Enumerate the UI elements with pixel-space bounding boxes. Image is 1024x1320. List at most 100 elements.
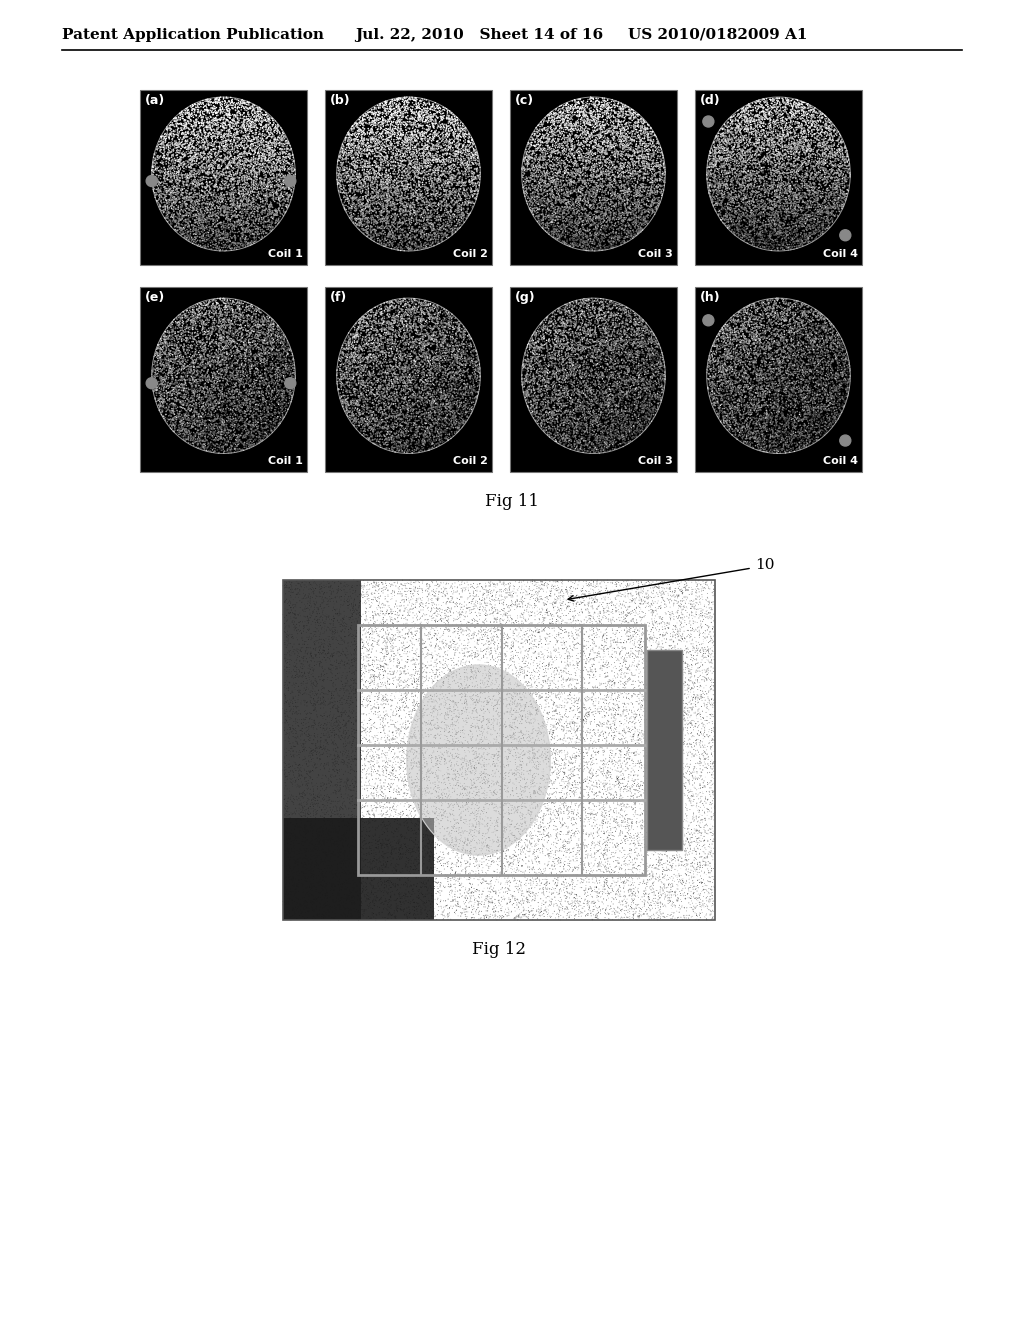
Point [422,624,438,645]
Point [521,339,538,360]
Point [598,371,614,392]
Point [346,133,362,154]
Point [473,648,489,669]
Point [693,871,710,892]
Point [597,412,613,433]
Point [572,414,589,436]
Point [521,606,538,627]
Point [468,779,484,800]
Point [566,181,583,202]
Point [164,140,180,161]
Point [730,334,746,355]
Point [740,170,757,191]
Point [563,842,580,863]
Point [232,440,249,461]
Point [387,667,403,688]
Point [710,136,726,157]
Point [550,395,566,416]
Point [216,117,232,139]
Point [312,697,329,718]
Point [547,172,563,193]
Point [274,389,291,411]
Point [230,339,247,360]
Point [329,899,345,920]
Point [148,391,165,412]
Point [764,347,780,368]
Point [549,818,565,840]
Point [572,154,589,176]
Point [628,623,644,644]
Point [774,323,791,345]
Point [202,385,218,407]
Point [436,317,453,338]
Point [586,381,602,403]
Point [371,160,387,181]
Point [589,91,605,112]
Point [395,589,412,610]
Point [399,187,416,209]
Point [460,630,476,651]
Point [543,199,559,220]
Point [650,620,667,642]
Point [628,136,644,157]
Point [440,156,457,177]
Point [834,333,850,354]
Point [618,570,635,591]
Point [799,400,815,421]
Point [663,677,679,698]
Point [580,734,596,755]
Point [528,172,545,193]
Point [344,805,360,826]
Point [258,223,274,244]
Point [770,174,786,195]
Point [399,223,416,244]
Point [797,173,813,194]
Point [419,347,435,368]
Point [587,95,603,116]
Point [476,734,493,755]
Point [541,734,557,755]
Point [408,388,424,409]
Point [369,849,385,870]
Point [151,362,167,383]
Point [347,383,364,404]
Point [372,416,388,437]
Point [703,652,720,673]
Point [160,206,176,227]
Point [673,717,689,738]
Point [773,220,790,242]
Point [253,312,269,333]
Point [546,721,562,742]
Point [618,376,635,397]
Point [399,367,416,388]
Point [738,100,755,121]
Point [339,172,355,193]
Point [354,123,371,144]
Point [642,899,658,920]
Point [426,329,442,350]
Point [551,226,567,247]
Point [817,116,834,137]
Point [199,355,215,376]
Point [705,746,721,767]
Point [790,325,806,346]
Point [176,422,193,444]
Point [476,735,493,756]
Point [341,354,357,375]
Point [541,675,557,696]
Point [169,397,185,418]
Point [511,616,527,638]
Point [310,737,327,758]
Point [416,143,432,164]
Point [647,385,664,407]
Point [259,115,275,136]
Point [573,148,590,169]
Point [466,586,482,607]
Point [337,772,353,793]
Point [794,91,810,112]
Point [820,319,837,341]
Point [794,380,810,401]
Point [788,119,805,140]
Point [228,187,245,209]
Point [400,111,417,132]
